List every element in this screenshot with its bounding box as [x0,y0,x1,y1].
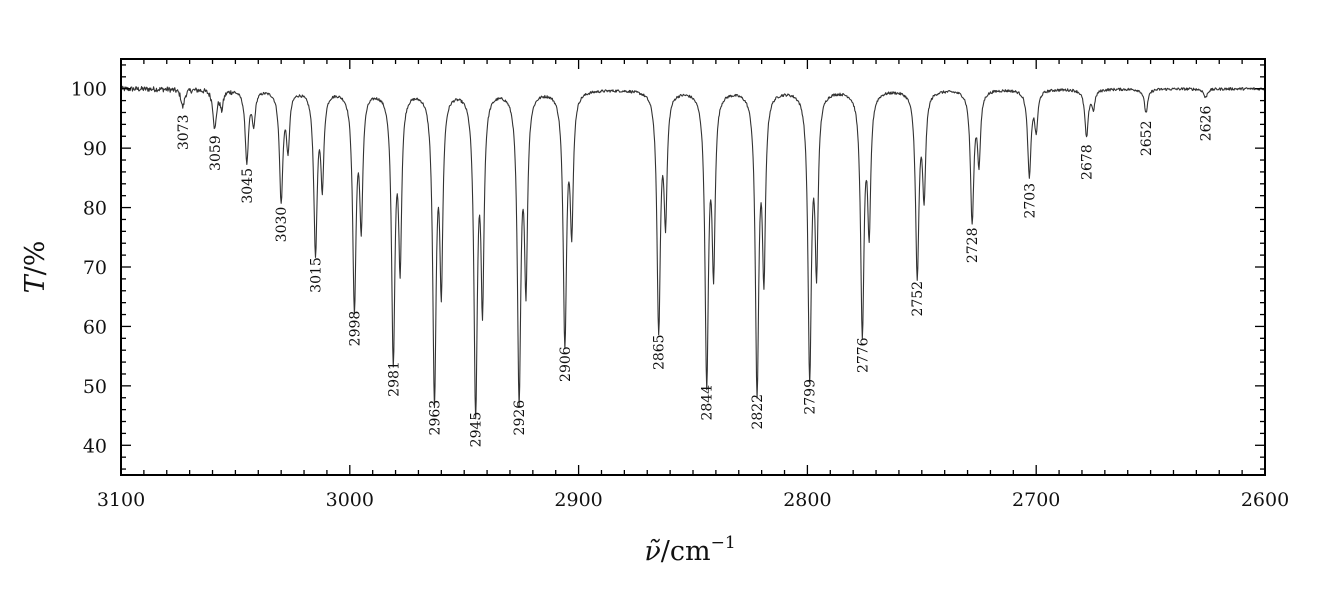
peak-label: 3059 [208,135,224,171]
y-axis-label: T/% [20,241,51,294]
peak-label: 2626 [1199,106,1215,142]
peak-label: 2799 [803,379,819,415]
y-axis-unit: % [20,241,51,267]
x-tick-label: 2600 [1241,489,1289,511]
y-tick-label: 70 [83,257,107,279]
peak-label: 3015 [309,257,325,293]
y-tick-label: 50 [83,376,107,398]
plot-frame [120,58,1266,476]
peak-label: 2678 [1080,144,1096,180]
peak-label: 2703 [1022,183,1038,219]
y-tick-label: 80 [83,198,107,220]
peak-label: 2844 [700,385,716,421]
spectrum-layer [120,85,1266,420]
peak-label: 2865 [652,334,668,370]
peak-label: 2945 [469,412,485,448]
peak-label: 2652 [1139,121,1155,157]
peak-label: 2776 [855,337,871,373]
peak-label: 2822 [750,394,766,430]
x-axis-unit-exponent: −1 [711,533,736,553]
x-tick-label: 2800 [783,489,831,511]
peak-label: 3073 [176,115,192,151]
x-axis-symbol: ν̃ [644,536,660,567]
x-tick-label: 2900 [554,489,602,511]
peak-label: 2906 [558,346,574,382]
x-tick-label: 3100 [97,489,145,511]
y-tick-label: 60 [83,316,107,338]
y-tick-label: 100 [71,79,107,101]
x-axis-unit: cm [670,536,711,567]
spectrum-line [120,85,1266,420]
y-tick-label: 40 [83,435,107,457]
peak-label: 2998 [347,311,363,347]
peak-label: 2926 [512,400,528,436]
x-tick-label: 2700 [1012,489,1060,511]
peak-label: 3030 [274,207,290,243]
peak-label: 2963 [428,400,444,436]
x-axis-label: ν̃/cm−1 [644,533,735,567]
peak-label: 2728 [965,228,981,264]
peak-label: 3045 [240,168,256,204]
y-tick-label: 90 [83,138,107,160]
peak-labels-layer: 3073 3059 3045 3030 3015 2998 2981 2963 2945 2926… [176,106,1215,448]
x-tick-label: 3000 [326,489,374,511]
peak-label: 2981 [386,361,402,397]
y-axis-symbol: T [20,273,51,293]
ticks-layer: 3100 3000 2900 2800 2700 2600 40 50 60 70 80 90 100 [71,59,1289,511]
peak-label: 2752 [910,281,926,317]
